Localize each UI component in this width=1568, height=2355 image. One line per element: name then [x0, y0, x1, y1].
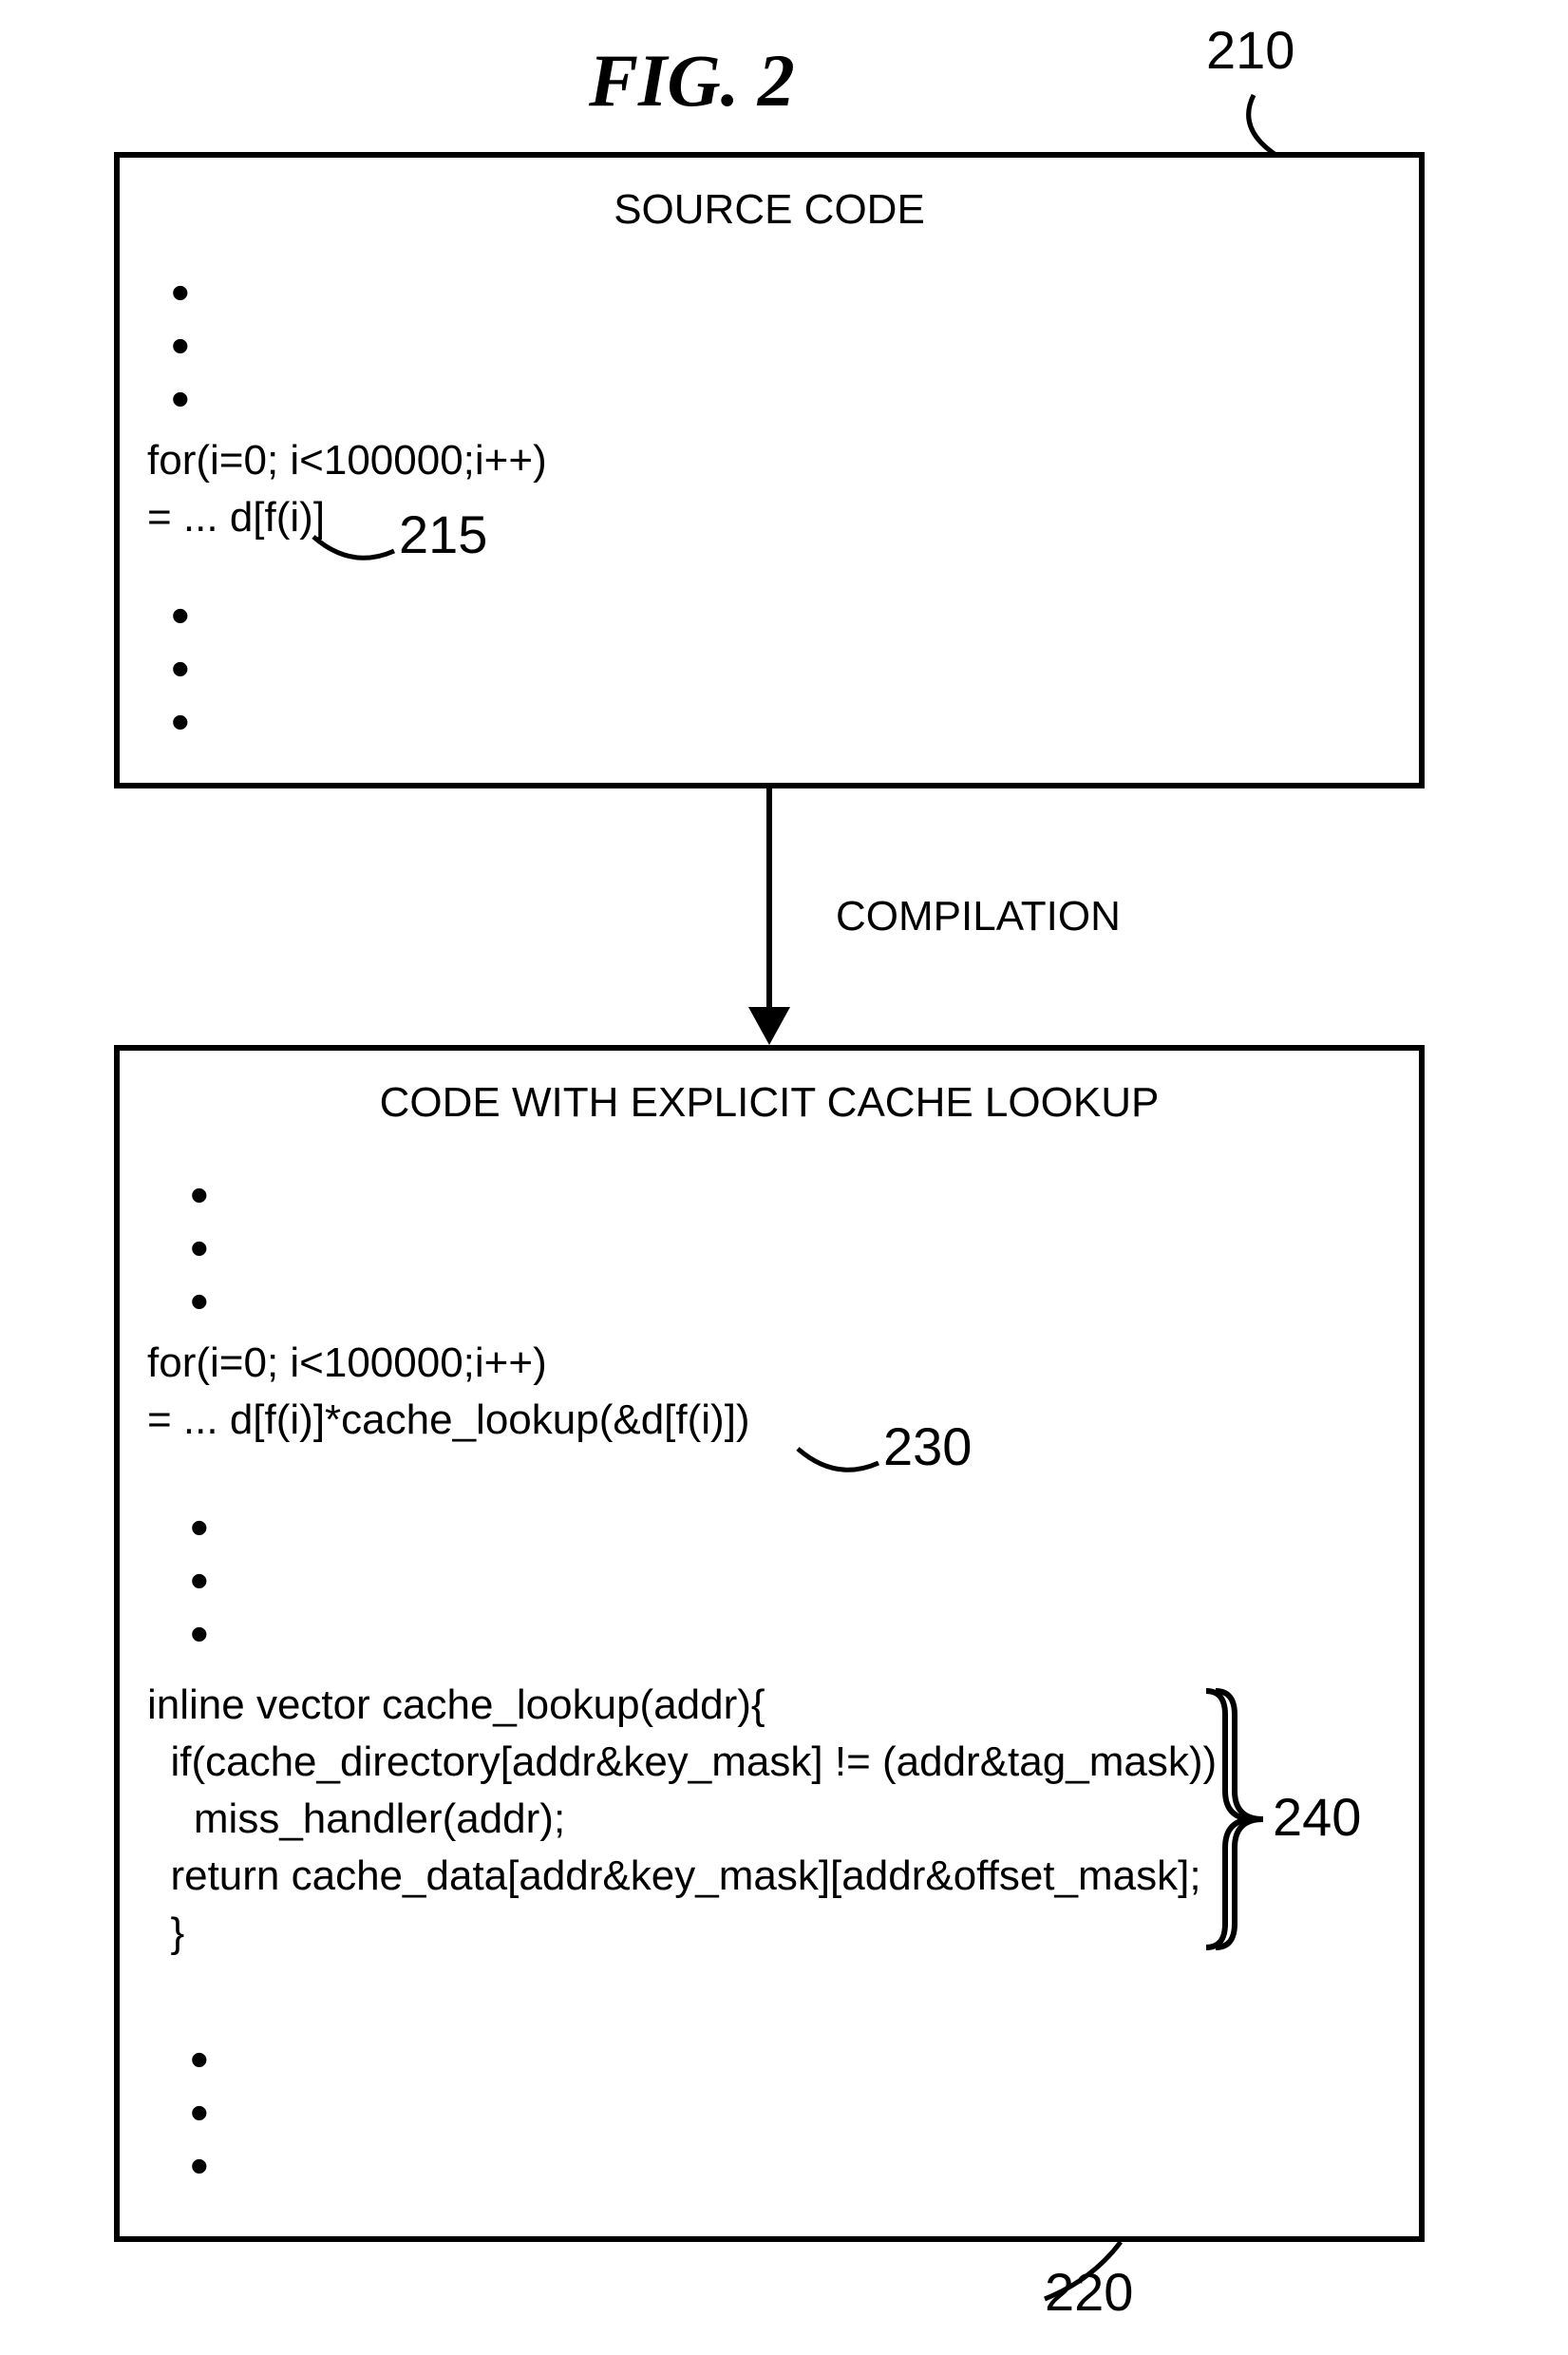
- box2-code-line2: = ... d[f(i)]*cache_lookup(&d[f(i)]): [147, 1396, 750, 1444]
- ref-215: 215: [399, 503, 487, 565]
- ref-220: 220: [1045, 2261, 1133, 2323]
- ref-230: 230: [883, 1415, 972, 1477]
- box2-code-line5: miss_handler(addr);: [147, 1795, 565, 1843]
- box1-code-line2: = ... d[f(i)]: [147, 494, 325, 541]
- source-code-title: SOURCE CODE: [120, 186, 1419, 234]
- box2-dots-bottom: •••: [190, 2033, 209, 2193]
- box1-dots-top: •••: [171, 266, 190, 426]
- box2-code-line4: if(cache_directory[addr&key_mask] != (ad…: [147, 1738, 1217, 1786]
- box2-code-line7: }: [147, 1909, 184, 1957]
- figure-container: FIG. 2 210 SOURCE CODE ••• for(i=0; i<10…: [0, 0, 1568, 2355]
- box1-dots-bottom: •••: [171, 589, 190, 749]
- box2-dots-top: •••: [190, 1168, 209, 1328]
- compiled-code-box: CODE WITH EXPLICIT CACHE LOOKUP: [114, 1045, 1425, 2242]
- box2-dots-middle: •••: [190, 1501, 209, 1661]
- box2-code-line6: return cache_data[addr&key_mask][addr&of…: [147, 1852, 1201, 1900]
- figure-title: FIG. 2: [589, 38, 795, 123]
- ref-210: 210: [1206, 19, 1294, 81]
- compiled-code-title: CODE WITH EXPLICIT CACHE LOOKUP: [120, 1079, 1419, 1127]
- box1-code-line1: for(i=0; i<100000;i++): [147, 437, 547, 484]
- box2-code-line3: inline vector cache_lookup(addr){: [147, 1681, 765, 1729]
- box2-code-line1: for(i=0; i<100000;i++): [147, 1339, 547, 1387]
- ref-240: 240: [1273, 1786, 1361, 1848]
- compilation-label: COMPILATION: [836, 893, 1121, 940]
